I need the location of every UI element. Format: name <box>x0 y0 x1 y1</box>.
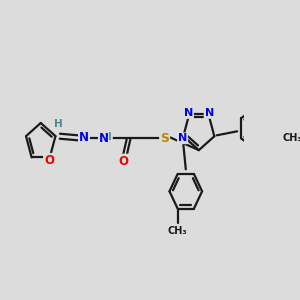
Text: N: N <box>184 108 193 118</box>
Text: N: N <box>205 108 214 118</box>
Text: S: S <box>160 132 169 145</box>
Text: CH₃: CH₃ <box>282 133 300 143</box>
Text: N: N <box>79 130 89 144</box>
Text: O: O <box>118 154 128 168</box>
Text: N: N <box>178 133 187 143</box>
Text: N: N <box>98 132 109 145</box>
Text: H: H <box>103 132 112 142</box>
Text: H: H <box>53 119 62 129</box>
Text: O: O <box>44 154 54 167</box>
Text: CH₃: CH₃ <box>168 226 188 236</box>
